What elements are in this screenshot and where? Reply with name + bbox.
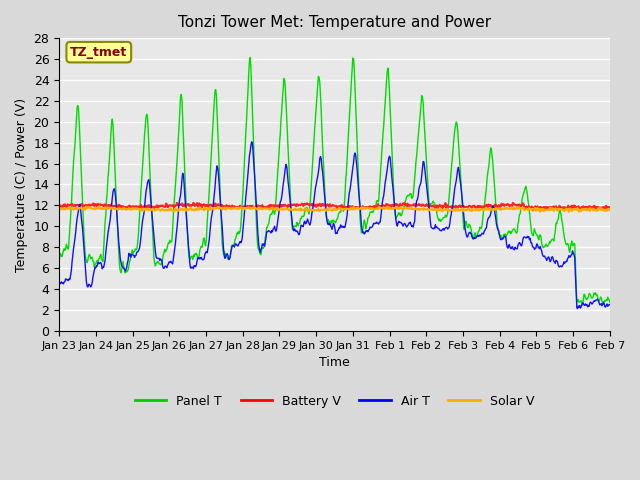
Title: Tonzi Tower Met: Temperature and Power: Tonzi Tower Met: Temperature and Power (178, 15, 491, 30)
Solar V (55, 206, 63, 212)
Panel T (55, 257, 63, 263)
Air T (392, 217, 400, 223)
Y-axis label: Temperature (C) / Power (V): Temperature (C) / Power (V) (15, 97, 28, 272)
Panel T (249, 124, 257, 130)
Battery V (249, 204, 257, 209)
Battery V (55, 203, 63, 209)
Battery V (222, 204, 230, 209)
Battery V (423, 202, 431, 207)
Solar V (565, 209, 573, 215)
Air T (270, 226, 278, 231)
Solar V (270, 207, 278, 213)
Panel T (270, 209, 278, 215)
Line: Air T: Air T (59, 142, 610, 309)
Air T (423, 185, 431, 191)
Panel T (578, 302, 586, 308)
Air T (573, 306, 581, 312)
Panel T (423, 163, 431, 169)
Air T (606, 301, 614, 307)
Solar V (606, 207, 614, 213)
Line: Battery V: Battery V (59, 203, 610, 210)
Battery V (606, 205, 614, 211)
Solar V (392, 205, 400, 211)
Panel T (392, 216, 400, 222)
Solar V (249, 205, 257, 211)
Battery V (392, 201, 400, 207)
Line: Panel T: Panel T (59, 58, 610, 305)
Air T (221, 255, 229, 261)
Battery V (529, 207, 537, 213)
Panel T (120, 264, 127, 270)
Text: TZ_tmet: TZ_tmet (70, 46, 127, 59)
Battery V (270, 204, 278, 210)
Air T (55, 281, 63, 287)
Solar V (121, 205, 129, 211)
Air T (120, 265, 127, 271)
Solar V (95, 204, 103, 209)
Air T (248, 139, 255, 144)
Air T (249, 148, 257, 154)
Solar V (423, 207, 431, 213)
Panel T (221, 252, 229, 258)
Battery V (120, 204, 127, 210)
Solar V (222, 207, 230, 213)
Battery V (189, 200, 197, 206)
Legend: Panel T, Battery V, Air T, Solar V: Panel T, Battery V, Air T, Solar V (130, 390, 539, 413)
Line: Solar V: Solar V (59, 206, 610, 212)
Panel T (606, 299, 614, 305)
X-axis label: Time: Time (319, 356, 350, 369)
Panel T (246, 55, 254, 60)
